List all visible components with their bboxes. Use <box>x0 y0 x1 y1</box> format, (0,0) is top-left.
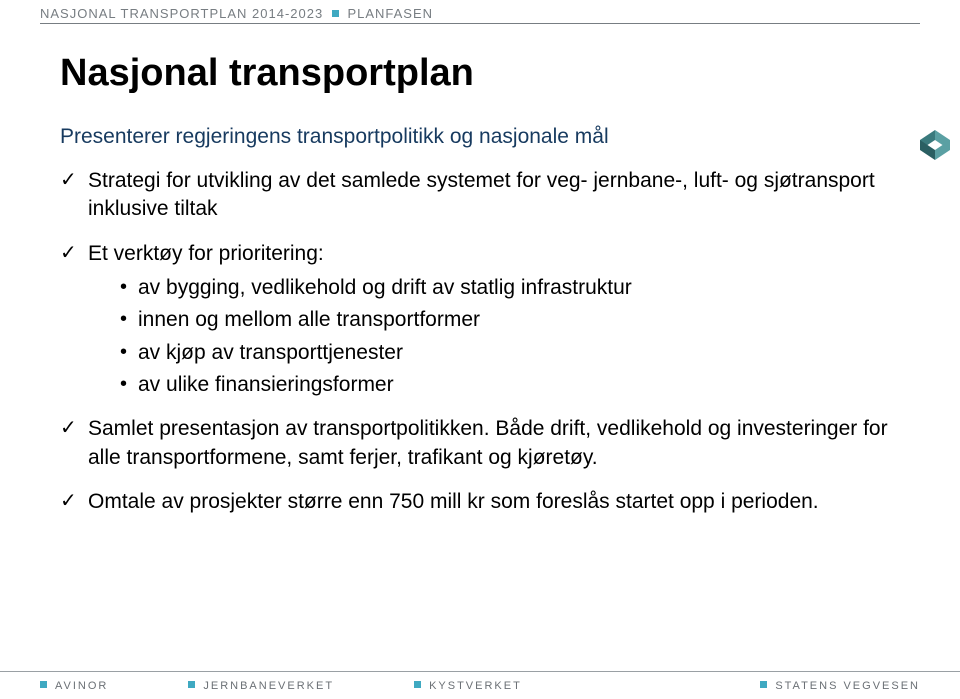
footer-item: KYSTVERKET <box>414 680 522 692</box>
footer-item: STATENS VEGVESEN <box>760 680 920 692</box>
check-item-text: Et verktøy for prioritering: <box>88 242 324 265</box>
sub-bullet-list: av bygging, vedlikehold og drift av stat… <box>116 274 900 399</box>
sub-bullet-item: av bygging, vedlikehold og drift av stat… <box>116 274 900 302</box>
slide: NASJONAL TRANSPORTPLAN 2014-2023 PLANFAS… <box>0 0 960 699</box>
check-list: Strategi for utvikling av det samlede sy… <box>60 167 900 516</box>
sub-bullet-item: innen og mellom alle transportformer <box>116 306 900 334</box>
sub-bullet-item: av ulike finansieringsformer <box>116 371 900 399</box>
check-item: Et verktøy for prioritering: av bygging,… <box>60 240 900 400</box>
subtitle: Presenterer regjeringens transportpoliti… <box>60 125 900 149</box>
slide-footer: AVINOR JERNBANEVERKET KYSTVERKET STATENS… <box>0 671 960 699</box>
sub-bullet-item: av kjøp av transporttjenester <box>116 339 900 367</box>
check-item: Strategi for utvikling av det samlede sy… <box>60 167 900 224</box>
header-text: NASJONAL TRANSPORTPLAN 2014-2023 PLANFAS… <box>40 6 920 21</box>
arrows-icon <box>910 120 960 170</box>
header-left: NASJONAL TRANSPORTPLAN 2014-2023 <box>40 6 323 21</box>
check-item: Omtale av prosjekter større enn 750 mill… <box>60 488 900 516</box>
check-item: Samlet presentasjon av transportpolitikk… <box>60 415 900 472</box>
header-right: PLANFASEN <box>347 6 433 21</box>
slide-header: NASJONAL TRANSPORTPLAN 2014-2023 PLANFAS… <box>0 0 960 24</box>
page-title: Nasjonal transportplan <box>60 52 900 95</box>
slide-body: Nasjonal transportplan Presenterer regje… <box>0 24 960 699</box>
footer-item: AVINOR <box>40 680 108 692</box>
footer-item: JERNBANEVERKET <box>188 680 334 692</box>
header-dot-icon <box>332 10 339 17</box>
